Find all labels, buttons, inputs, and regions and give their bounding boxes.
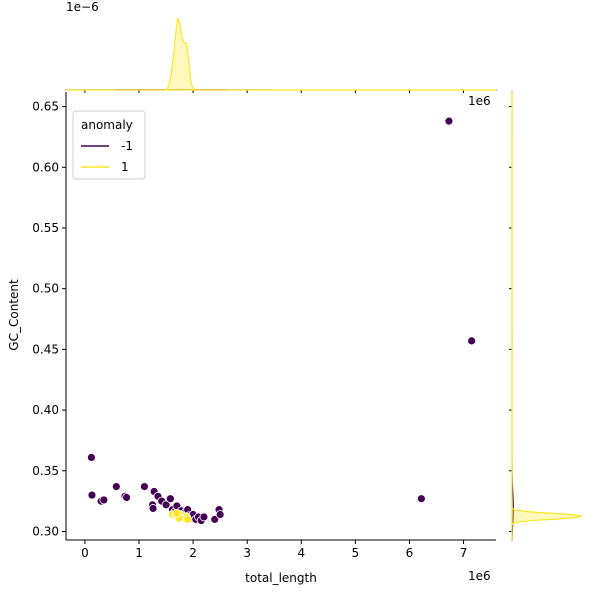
scatter-points <box>87 116 477 525</box>
scatter-point <box>140 482 149 491</box>
scatter-point <box>416 494 426 504</box>
y-tick-label: 0.30 <box>32 525 59 539</box>
x-tick-label: 7 <box>460 546 468 560</box>
scatter-point <box>183 514 193 524</box>
scatter-point <box>111 482 121 491</box>
scatter-point <box>210 514 220 524</box>
x-offset-label: 1e6 <box>468 569 491 583</box>
scatter-point <box>122 493 131 502</box>
legend-entry-label: -1 <box>121 139 133 153</box>
x-tick-label: 2 <box>189 546 197 560</box>
top-kde-series-1 <box>66 17 496 91</box>
top-marginal-offset-label: 1e−6 <box>66 0 99 14</box>
y-tick-label: 0.45 <box>32 342 59 356</box>
right-marginal-offset-label: 1e6 <box>468 94 491 108</box>
y-axis-label: GC_Content <box>7 279 21 351</box>
scatter-point <box>148 504 158 513</box>
y-tick-label: 0.60 <box>32 160 59 174</box>
x-tick-label: 3 <box>243 546 251 560</box>
legend-title: anomaly <box>81 118 133 132</box>
x-axis-label: total_length <box>245 571 317 585</box>
right-marginal-kde <box>509 91 583 541</box>
scatter-point <box>99 495 109 505</box>
x-tick-label: 0 <box>81 546 89 560</box>
scatter-point <box>199 512 209 522</box>
x-tick-label: 4 <box>297 546 305 560</box>
y-tick-label: 0.50 <box>32 282 59 296</box>
x-tick-label: 1 <box>135 546 143 560</box>
legend: anomaly -1 1 <box>72 110 146 180</box>
x-tick-label: 5 <box>352 546 360 560</box>
scatter-point <box>87 490 97 500</box>
top-marginal-kde <box>65 17 497 93</box>
scatter-point <box>165 494 175 504</box>
scatter-point <box>467 336 477 346</box>
y-tick-label: 0.65 <box>32 100 59 114</box>
scatter-point <box>172 508 182 518</box>
legend-entry-label: 1 <box>121 160 129 174</box>
scatter-point <box>161 500 171 510</box>
main-axes: 0 1 2 3 4 5 6 7 0.30 0.35 0.40 0.45 0.50 0.55 0.60 0.65 <box>32 92 496 560</box>
scatter-point <box>215 510 225 519</box>
legend-box <box>72 110 146 180</box>
y-tick-label: 0.35 <box>32 464 59 478</box>
scatter-point <box>444 116 454 126</box>
scatter-point <box>87 453 96 462</box>
y-tick-label: 0.55 <box>32 221 59 235</box>
right-kde-series-1 <box>511 92 583 540</box>
x-tick-label: 6 <box>406 546 414 560</box>
y-tick-label: 0.40 <box>32 403 59 417</box>
